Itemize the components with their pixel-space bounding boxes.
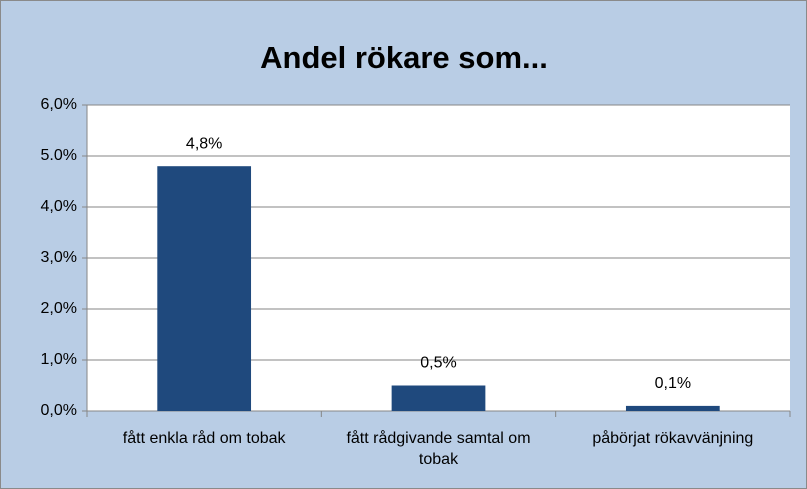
- y-tick-label: 2,0%: [41, 300, 77, 317]
- chart-title: Andel rökare som...: [260, 40, 548, 75]
- x-tick-label: fått rådgivande samtal om tobak: [346, 430, 531, 468]
- bar: [391, 385, 486, 411]
- y-tick-label: 6,0%: [41, 96, 77, 113]
- y-tick-label: 5.0%: [41, 147, 77, 164]
- data-label: 0,1%: [655, 375, 691, 392]
- x-tick-label: påbörjat rökavvänjning: [592, 430, 754, 447]
- data-label: 0,5%: [420, 355, 456, 372]
- data-label: 4,8%: [186, 135, 222, 152]
- y-tick-label: 0,0%: [41, 402, 77, 419]
- y-tick-label: 4,0%: [41, 198, 77, 215]
- y-tick-label: 3,0%: [41, 249, 77, 266]
- bar: [625, 405, 720, 411]
- y-tick-label: 1,0%: [41, 351, 77, 368]
- x-tick-label: fått enkla råd om tobak: [122, 430, 286, 447]
- bar: [157, 166, 252, 411]
